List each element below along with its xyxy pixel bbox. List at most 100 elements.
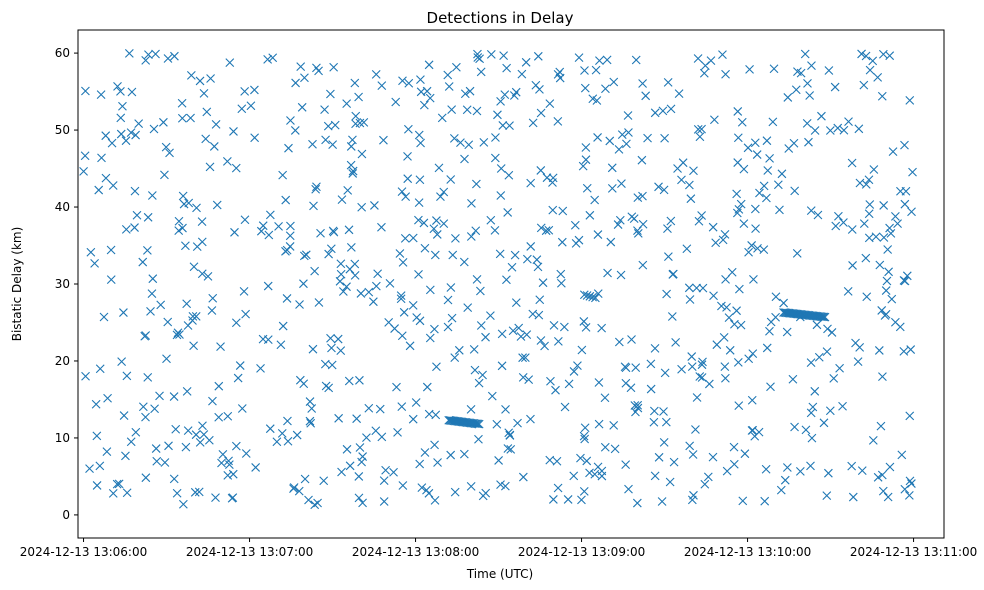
data-point (600, 442, 610, 452)
data-point (820, 312, 830, 322)
data-point (241, 449, 251, 458)
data-point (466, 404, 476, 414)
data-point (574, 235, 584, 245)
data-point (555, 67, 565, 77)
data-point (887, 294, 897, 304)
data-point (96, 90, 106, 100)
data-point (291, 78, 300, 88)
data-point (148, 274, 158, 284)
data-point (354, 472, 364, 481)
data-point (256, 363, 265, 373)
data-point (357, 202, 367, 212)
data-point (905, 96, 915, 105)
data-point (614, 337, 624, 347)
data-point (553, 483, 563, 493)
data-point (164, 441, 173, 451)
data-point (446, 450, 456, 460)
data-point (720, 229, 730, 239)
data-point (508, 326, 518, 336)
data-point (574, 53, 584, 63)
data-point (424, 60, 434, 70)
data-point (399, 307, 409, 317)
data-point (487, 391, 497, 401)
data-point (450, 487, 460, 497)
data-point (496, 480, 505, 490)
data-point (801, 425, 811, 435)
data-point (500, 481, 510, 491)
data-point (498, 121, 508, 130)
data-point (175, 330, 184, 339)
data-point (312, 182, 321, 192)
data-point (819, 418, 829, 428)
data-point (734, 401, 744, 411)
data-point (616, 270, 626, 280)
data-point (491, 133, 500, 142)
data-point (381, 465, 390, 475)
data-point (283, 436, 293, 446)
data-point (424, 488, 434, 498)
data-point (106, 275, 116, 284)
data-point (132, 210, 142, 220)
data-point (671, 338, 681, 347)
data-point (401, 192, 411, 202)
data-point (886, 229, 896, 238)
data-point (659, 407, 668, 416)
data-point (319, 476, 329, 486)
data-point (497, 361, 507, 371)
data-point (307, 404, 317, 413)
data-point (116, 86, 125, 96)
data-point (476, 321, 486, 330)
data-point (827, 328, 837, 337)
data-point (473, 49, 482, 59)
data-point (868, 435, 878, 445)
data-point (422, 86, 432, 96)
data-point (538, 278, 548, 288)
data-point (535, 295, 545, 305)
data-point (256, 226, 266, 236)
data-point (116, 113, 126, 123)
data-point (557, 237, 567, 247)
data-point (808, 402, 818, 412)
data-point (281, 195, 291, 205)
data-point (885, 51, 895, 61)
data-point (398, 76, 407, 86)
data-point (251, 463, 261, 472)
data-point (114, 479, 124, 489)
data-point (416, 138, 425, 148)
data-point (747, 395, 757, 405)
data-point (773, 180, 783, 190)
data-point (597, 323, 607, 333)
data-point (839, 218, 848, 227)
data-point (666, 216, 676, 226)
data-point (268, 53, 278, 63)
data-point (466, 481, 476, 491)
data-point (163, 317, 173, 327)
data-point (687, 362, 697, 371)
data-point (364, 287, 374, 297)
data-point (855, 343, 865, 352)
data-point (617, 179, 626, 188)
data-point (138, 402, 148, 412)
data-point (657, 497, 667, 506)
data-point (311, 184, 321, 194)
data-point (775, 205, 784, 215)
data-point (447, 105, 457, 115)
data-point (607, 183, 617, 193)
data-point (879, 233, 889, 242)
data-point (727, 267, 737, 277)
data-point (541, 226, 551, 236)
data-point (869, 165, 879, 174)
data-point (278, 321, 288, 331)
data-point (579, 431, 589, 441)
data-point (150, 404, 159, 414)
data-point (425, 93, 435, 103)
data-point (310, 266, 320, 276)
data-point (336, 346, 346, 356)
data-point (782, 463, 792, 472)
data-point (431, 410, 441, 420)
data-point (443, 295, 453, 305)
data-point (342, 99, 352, 109)
data-point (697, 211, 707, 220)
data-point (373, 269, 383, 279)
